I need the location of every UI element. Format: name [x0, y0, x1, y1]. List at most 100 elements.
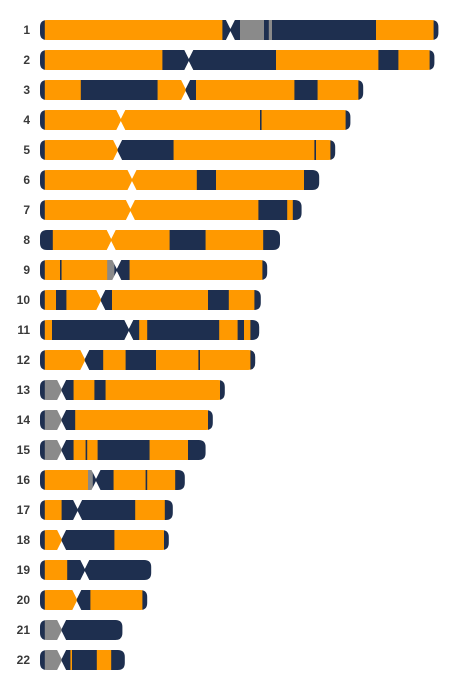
chromosome-band — [276, 50, 379, 70]
chromosome-band — [129, 260, 263, 280]
chromosome-band — [376, 20, 434, 40]
chromosome-band — [260, 110, 262, 130]
chromosome-band — [44, 650, 62, 670]
chromosome-band — [264, 20, 270, 40]
chromosome-band — [73, 380, 95, 400]
chromosome-band — [156, 350, 199, 370]
chromosome-band — [114, 530, 165, 550]
chromosome-band — [44, 500, 62, 520]
chromosome-band — [292, 200, 302, 220]
chromosome-band — [73, 440, 86, 460]
chromosome-band — [304, 170, 320, 190]
chromosome-label: 5 — [23, 143, 30, 157]
chromosome-band — [268, 20, 273, 40]
chromosome-band — [44, 50, 163, 70]
chromosome-band — [100, 290, 113, 310]
chromosome-label: 20 — [17, 593, 31, 607]
chromosome-label: 13 — [17, 383, 31, 397]
chromosome-2 — [40, 50, 435, 70]
chromosome-band — [44, 470, 89, 490]
chromosome-band — [40, 20, 46, 40]
chromosome-band — [77, 500, 136, 520]
chromosome-band — [173, 140, 315, 160]
chromosome-5 — [40, 140, 336, 160]
chromosome-band — [60, 260, 62, 280]
chromosome-band — [216, 170, 305, 190]
chromosome-band — [40, 80, 46, 100]
chromosome-label: 4 — [23, 113, 30, 127]
chromosome-band — [378, 50, 399, 70]
chromosome-label: 6 — [23, 173, 30, 187]
chromosome-band — [185, 80, 197, 100]
chromosome-label: 19 — [17, 563, 31, 577]
chromosome-band — [132, 170, 198, 190]
chromosome-1 — [40, 20, 439, 40]
chromosome-band — [40, 140, 46, 160]
chromosome-band — [44, 530, 62, 550]
chromosome-band — [85, 440, 88, 460]
chromosome-band — [44, 200, 131, 220]
chromosome-band — [90, 590, 143, 610]
chromosome-band — [44, 350, 86, 370]
chromosome-label: 15 — [17, 443, 31, 457]
chromosome-band — [113, 470, 146, 490]
chromosome-band — [164, 530, 169, 550]
chromosome-label: 10 — [17, 293, 31, 307]
chromosome-band — [61, 380, 74, 400]
chromosome-band — [56, 290, 67, 310]
chromosome-band — [44, 440, 62, 460]
chromosome-band — [40, 500, 46, 520]
chromosome-band — [222, 20, 231, 40]
chromosome-label: 12 — [17, 353, 31, 367]
chromosome-band — [44, 590, 78, 610]
chromosome-19 — [40, 560, 152, 580]
chromosome-band — [230, 20, 241, 40]
chromosome-band — [205, 230, 264, 250]
chromosome-band — [398, 50, 430, 70]
chromosome-band — [429, 50, 435, 70]
chromosome-band — [40, 620, 46, 640]
chromosome-13 — [40, 380, 225, 400]
chromosome-band — [40, 110, 46, 130]
chromosome-band — [61, 260, 108, 280]
chromosome-band — [44, 140, 118, 160]
chromosome-band — [40, 410, 46, 430]
chromosome-band — [61, 530, 115, 550]
chromosome-band — [244, 320, 251, 340]
chromosome-band — [130, 200, 259, 220]
chromosome-band — [149, 440, 189, 460]
chromosome-band — [61, 500, 78, 520]
chromosome-band — [316, 140, 331, 160]
chromosome-band — [433, 20, 439, 40]
chromosome-11 — [40, 320, 260, 340]
chromosome-band — [111, 230, 170, 250]
chromosome-band — [117, 140, 174, 160]
chromosome-band — [61, 650, 71, 670]
chromosome-6 — [40, 170, 320, 190]
chromosome-band — [169, 230, 206, 250]
chromosome-band — [84, 560, 152, 580]
chromosome-band — [52, 320, 130, 340]
chromosome-band — [66, 290, 102, 310]
chromosome-15 — [40, 440, 206, 460]
chromosome-label: 16 — [17, 473, 31, 487]
chromosome-band — [120, 110, 261, 130]
chromosome-band — [107, 260, 115, 280]
chromosome-band — [261, 110, 346, 130]
chromosome-band — [254, 290, 261, 310]
chromosome-band — [220, 380, 225, 400]
chromosome-band — [67, 560, 86, 580]
chromosome-label: 11 — [17, 323, 30, 337]
chromosome-band — [44, 80, 82, 100]
chromosome-band — [237, 320, 245, 340]
chromosome-band — [139, 320, 148, 340]
chromosome-band — [87, 440, 98, 460]
chromosome-band — [164, 500, 173, 520]
chromosome-band — [258, 200, 288, 220]
chromosome-band — [314, 140, 317, 160]
chromosome-band — [40, 230, 54, 250]
chromosome-band — [80, 80, 158, 100]
chromosome-band — [250, 350, 256, 370]
chromosome-label: 9 — [23, 263, 30, 277]
